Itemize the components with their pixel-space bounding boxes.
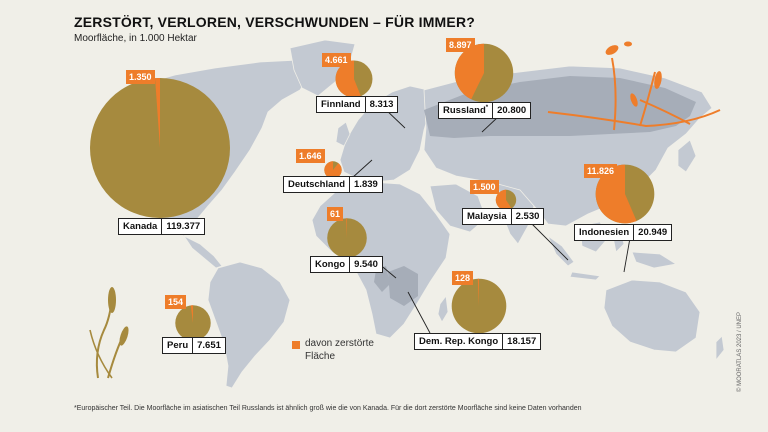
legend-label: davon zerstörte Fläche [305,338,374,362]
total-value: 1.839 [349,177,382,192]
leader-russland [481,116,499,133]
destroyed-russland: 8.897 [446,38,475,52]
pie-destroyed-kanada [155,78,160,148]
leader-deutschland [351,159,373,179]
destroyed-dem-rep-kongo: 128 [452,271,474,285]
total-value: 9.540 [349,257,382,272]
country-name-text: Russland [443,105,486,116]
footnote-marker: * [485,104,489,111]
destroyed-malaysia: 1.500 [470,180,499,194]
destroyed-indonesien: 11.826 [584,164,618,178]
central-america-land [182,234,223,269]
country-name: Finnland [321,99,361,110]
leader-malaysia [529,221,569,261]
pie-destroyed-russland [454,43,484,100]
total-value: 119.377 [161,219,204,234]
pie-destroyed-indonesien [595,164,637,224]
total-value: 18.157 [502,334,540,349]
country-name: Russland* [439,103,492,118]
leader-dem-rep-kongo [407,291,431,334]
new-zealand-land [715,335,725,362]
chart-title: ZERSTÖRT, VERLOREN, VERSCHWUNDEN – FÜR I… [74,14,476,30]
country-name: Indonesien [579,227,630,238]
cattail-plant-left-icon [89,287,129,379]
copyright: © MOORATLAS 2023 / UNEP [737,311,743,392]
label-peru: Peru 7.651 [162,337,226,354]
total-value: 20.949 [633,225,671,240]
country-name: Kanada [123,221,158,232]
uk-land [335,121,351,147]
pie-destroyed-deutschland [324,161,342,179]
country-name: Deutschland [288,179,346,190]
destroyed-peru: 154 [165,295,187,309]
country-name: Dem. Rep. Kongo [419,336,499,347]
label-kanada: Kanada 119.377 [118,218,206,235]
label-deutschland: Deutschland 1.839 [283,176,383,193]
pie-destroyed-peru [190,305,193,323]
country-name: Kongo [315,259,346,270]
label-indonesien: Indonesien 20.949 [574,224,673,241]
country-name: Peru [167,340,189,351]
pie-destroyed-dem-rep-kongo [477,278,479,306]
madagascar-land [437,294,449,323]
footnote: *Europäischer Teil. Die Moorfläche im as… [74,405,582,412]
pie-charts [90,43,655,341]
destroyed-kanada: 1.350 [126,70,155,84]
legend-swatch-destroyed [292,341,300,349]
pie-destroyed-finnland [335,60,361,98]
south-america-land [207,261,291,389]
leader-indonesien [623,237,631,273]
label-kongo: Kongo 9.540 [310,256,383,273]
java-land [569,271,601,281]
total-value: 20.800 [492,103,530,118]
chart-subtitle: Moorfläche, in 1.000 Hektar [74,33,197,44]
country-name: Malaysia [467,211,507,222]
label-russland: Russland* 20.800 [438,102,532,119]
australia-land [603,279,701,353]
label-finnland: Finnland 8.313 [316,96,399,113]
destroyed-kongo: 61 [327,207,344,221]
new-guinea-land [631,251,678,269]
grass-plant-right-icon [547,41,721,131]
label-malaysia: Malaysia 2.530 [462,208,545,225]
japan-land [677,139,697,173]
total-value: 2.530 [510,209,544,224]
total-value: 8.313 [364,97,398,112]
pie-destroyed-malaysia [495,189,512,211]
label-dem-rep-kongo: Dem. Rep. Kongo 18.157 [414,333,542,350]
total-value: 7.651 [192,338,225,353]
sumatra-land [547,234,575,267]
destroyed-deutschland: 1.646 [296,149,325,163]
destroyed-finnland: 4.661 [322,53,351,67]
pie-destroyed-kongo [346,218,347,238]
